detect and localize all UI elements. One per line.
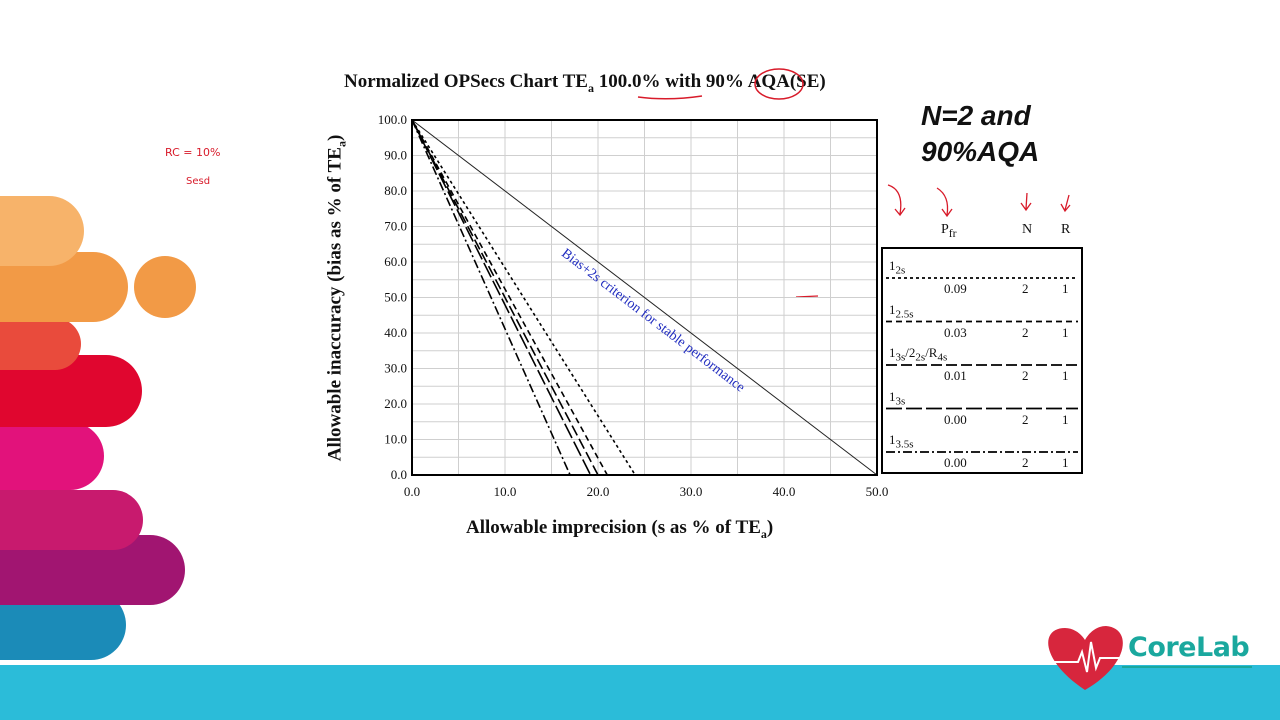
legend-rule-text: 1: [889, 432, 896, 447]
callout-line2: 90%AQA: [921, 136, 1040, 167]
legend-rule-label: 13s: [889, 389, 905, 408]
x-axis-label: Allowable imprecision (s as % of TEa): [466, 517, 774, 541]
stripe-red: [0, 355, 142, 427]
stripe-light-orange: [0, 196, 84, 266]
y-tick-label: 90.0: [384, 148, 407, 163]
legend-pfr-value: 0.03: [944, 324, 967, 340]
legend-header-r: R: [1061, 222, 1071, 237]
y-tick-label: 70.0: [384, 219, 407, 234]
handnote-sesd: Sesd: [186, 176, 211, 187]
legend-pfr-value: 0.00: [944, 455, 967, 470]
legend-r-value: 1: [1062, 324, 1069, 340]
x-tick-label: 10.0: [494, 484, 517, 499]
y-tick-label: 10.0: [384, 432, 407, 447]
rule-line: [411, 119, 609, 476]
legend-n-value: 2: [1022, 368, 1029, 383]
arrow-annotation: [936, 187, 953, 218]
y-tick-label: 80.0: [384, 183, 407, 198]
legend-rule-text: /R: [925, 345, 938, 360]
legend-rule-text: /2: [905, 345, 916, 360]
y-tick-label: 0.0: [391, 467, 407, 482]
legend-rule-label: 13.5s: [889, 432, 914, 451]
legend-rule-text: 1: [889, 388, 896, 404]
stripe-coral: [0, 318, 81, 370]
x-tick-label: 50.0: [866, 484, 889, 499]
stripe-orange: [0, 252, 128, 322]
x-tick-label: 20.0: [587, 484, 610, 499]
legend-pfr-value: 0.09: [944, 281, 967, 296]
criterion-line: [411, 119, 878, 476]
legend-frame: [881, 247, 1083, 474]
legend-rule-subscript: 2.5s: [895, 308, 914, 321]
legend-n-value: 2: [1022, 411, 1029, 427]
legend: [881, 247, 1083, 474]
n2-aqa-callout: N=2 and 90%AQA: [921, 98, 1039, 170]
arrow-annotation: [1020, 192, 1032, 212]
underline-annotation: [637, 95, 703, 100]
y-tick-label: 100.0: [378, 112, 407, 127]
legend-rule-label: 12.5s: [889, 302, 914, 321]
legend-rule-text: 1: [889, 258, 896, 273]
y-tick-label: 30.0: [384, 361, 407, 376]
x-tick-labels: 0.0 10.0 20.0 30.0 40.0 50.0: [404, 484, 889, 499]
circle-annotation: [754, 68, 804, 100]
plot-frame: [411, 119, 878, 476]
y-tick-labels: 0.0 10.0 20.0 30.0 40.0 50.0 60.0 70.0 80.0 90.0 1…: [378, 112, 407, 482]
callout-line1: N=2 and: [921, 100, 1031, 131]
legend-r-value: 1: [1062, 411, 1069, 427]
x-tick-label: 0.0: [404, 484, 420, 499]
brand-name: CoreLab: [1128, 632, 1250, 663]
legend-rule-text: 1: [889, 301, 896, 317]
rule-line: [411, 119, 599, 476]
arrow-annotation: [887, 184, 906, 217]
legend-header-n: N: [1022, 222, 1033, 237]
rule-line: [411, 119, 571, 476]
legend-r-value: 1: [1062, 455, 1069, 470]
criterion-label: Bias+2s criterion for stable performance: [558, 246, 747, 395]
bottom-band: [0, 665, 1280, 720]
x-tick-label: 30.0: [680, 484, 703, 499]
legend-n-value: 2: [1022, 455, 1029, 470]
legend-rule-subscript: 3.5s: [895, 438, 914, 451]
y-tick-label: 60.0: [384, 254, 407, 269]
legend-rule-label: 13s/22s/R4s: [889, 345, 947, 364]
arrow-annotation: [1060, 194, 1071, 213]
handnote-rc: RC = 10%: [165, 146, 221, 159]
rule-line: [411, 119, 592, 476]
dash-annotation: [795, 295, 819, 298]
legend-rule-text: 1: [889, 345, 896, 360]
chart-title: Normalized OPSecs Chart TEa 100.0% with …: [344, 71, 826, 95]
y-tick-label: 50.0: [384, 290, 407, 305]
stripe-purple: [0, 535, 185, 605]
legend-n-value: 2: [1022, 281, 1029, 296]
legend-rule-subscript: 3s: [895, 395, 906, 408]
legend-r-value: 1: [1062, 281, 1069, 296]
stripe-pink: [0, 422, 104, 490]
legend-rule-label: 12s: [889, 258, 905, 277]
orange-dot: [134, 256, 196, 318]
legend-r-value: 1: [1062, 368, 1069, 383]
series-lines: [411, 119, 878, 476]
y-axis-label: Allowable inaccuracy (bias as % of TEa): [324, 134, 349, 462]
legend-pfr-value: 0.01: [944, 368, 967, 383]
stripe-magenta: [0, 490, 143, 550]
legend-rule-subscript: 4s: [937, 351, 948, 364]
legend-header-pfr: Pfr: [941, 222, 957, 240]
x-tick-label: 40.0: [773, 484, 796, 499]
legend-rule-subscript: 2s: [915, 351, 926, 364]
stripe-blue: [0, 590, 126, 660]
left-stripes: [0, 196, 196, 660]
y-tick-label: 40.0: [384, 325, 407, 340]
legend-rule-subscript: 3s: [895, 351, 906, 364]
y-tick-label: 20.0: [384, 396, 407, 411]
legend-rule-subscript: 2s: [895, 264, 906, 277]
legend-n-value: 2: [1022, 324, 1029, 340]
rule-line: [411, 119, 636, 476]
legend-pfr-value: 0.00: [944, 411, 967, 427]
